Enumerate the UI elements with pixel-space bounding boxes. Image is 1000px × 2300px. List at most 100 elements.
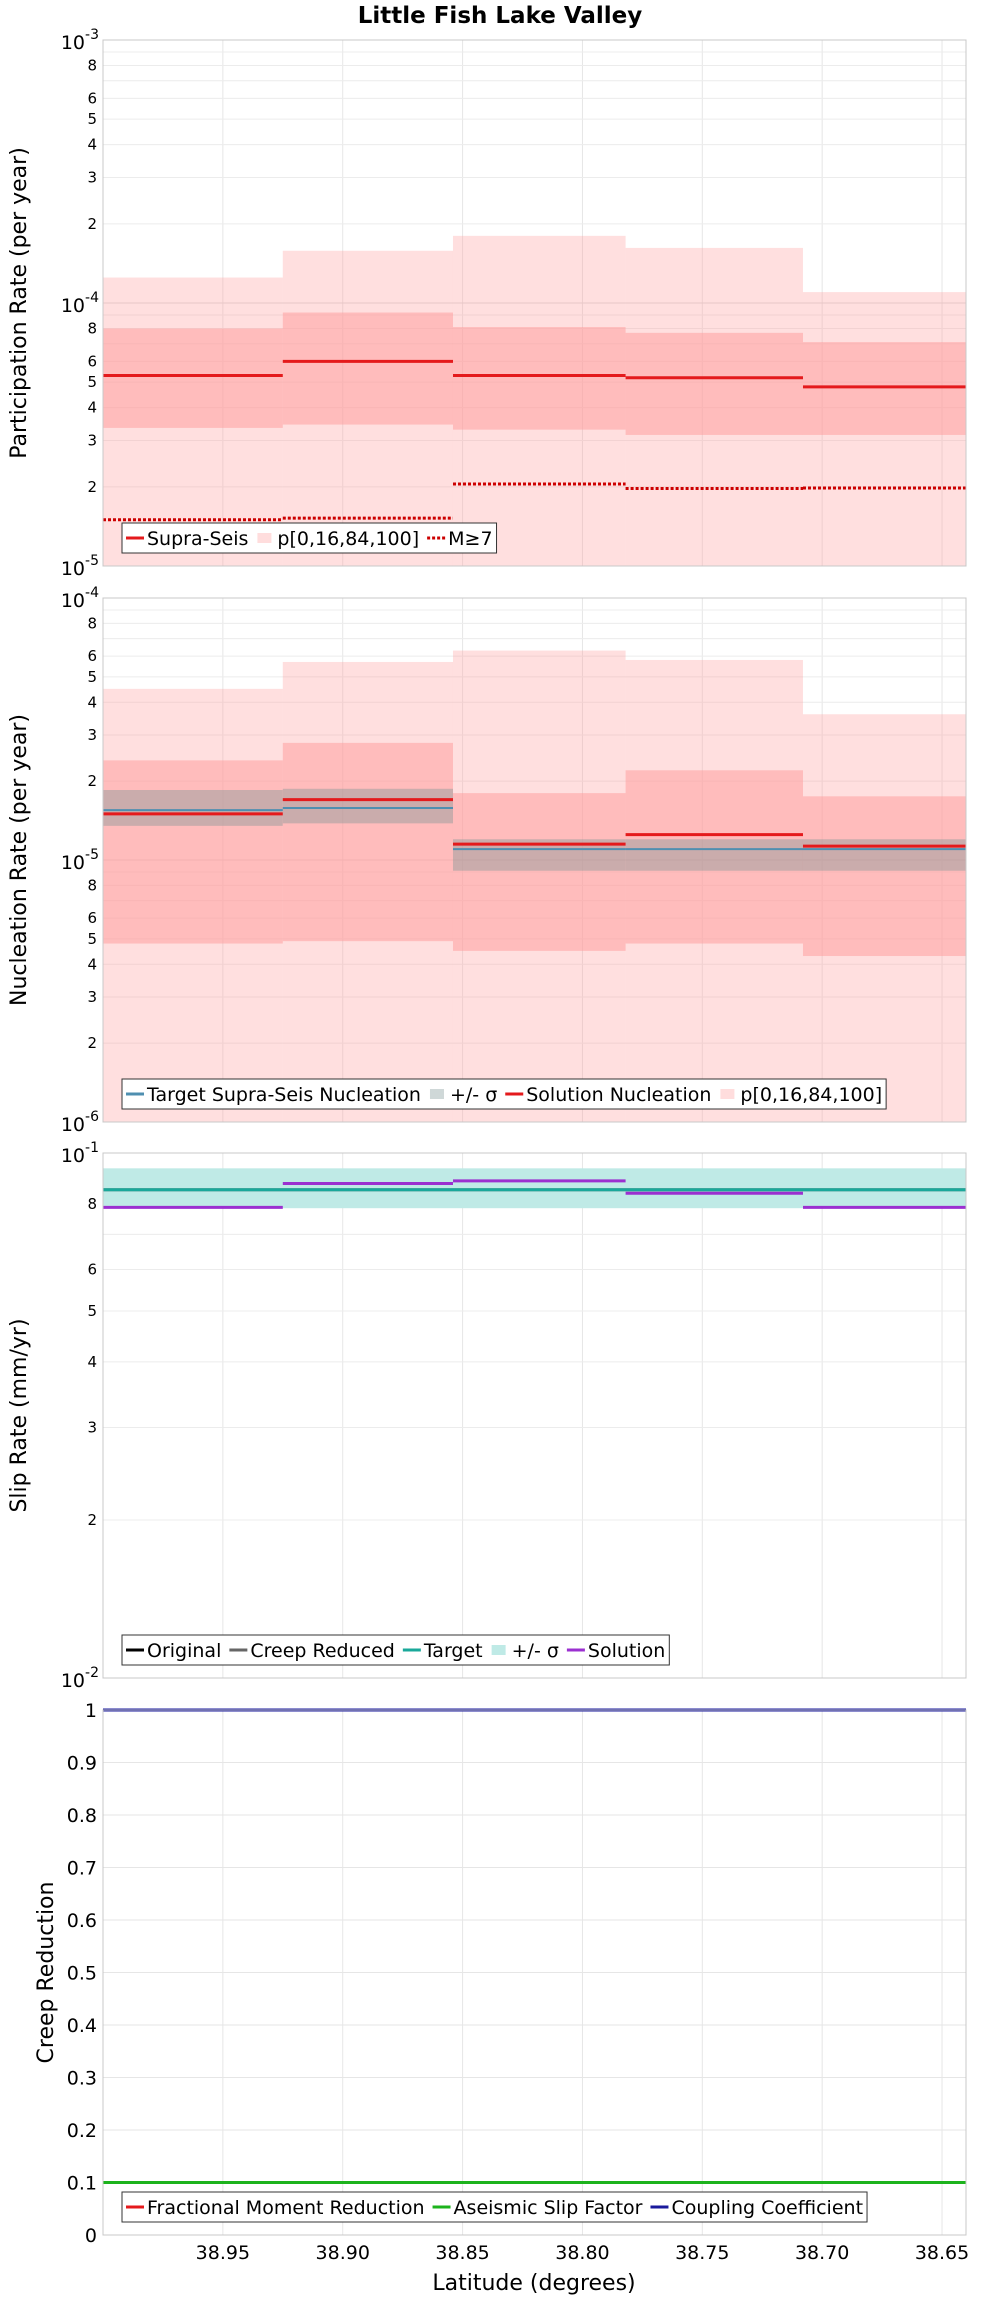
panel-4: 0 0.1 0.2 0.3 0.4 0.5 0.6 0.7 0.8 0.9 1 Creep Reduc… [34,1700,967,2247]
y-minor-tick-label: 4 [87,693,97,711]
legend-swatch [429,1089,444,1099]
legend-label: +/- σ [512,1640,559,1662]
y-minor-tick-label: 6 [87,89,97,107]
y-tick-labels: 10-5 2 3 4 5 6 8 10-4 2 3 4 5 6 8 10-3 [61,27,99,580]
x-tick-label: 38.80 [555,2242,609,2264]
x-tick-label: 38.75 [675,2242,729,2264]
y-minor-tick-label: 8 [87,56,97,74]
legend-label: Supra-Seis [147,528,248,550]
legend: Original Creep Reduced Target +/- σ Solution [121,1634,670,1666]
data-layer [103,650,966,1122]
legend-label: p[0,16,84,100] [740,1084,882,1106]
plot-frame [102,1152,967,1679]
y-minor-tick-label: 2 [87,1034,97,1052]
figure-title: Little Fish Lake Valley [358,3,643,29]
x-tick-label: 38.85 [435,2242,489,2264]
y-minor-tick-label: 8 [87,319,97,337]
y-minor-tick-label: 3 [87,988,97,1006]
y-minor-tick-label: 6 [87,352,97,370]
legend-label: Solution [588,1640,665,1662]
y-minor-tick-label: 6 [87,909,97,927]
percentile-band-inner [282,312,453,425]
y-minor-tick-label: 3 [87,1419,97,1437]
legend-label: Target [423,1640,483,1662]
y-minor-tick-label: 2 [87,215,97,233]
y-minor-tick-label: 8 [87,1195,97,1213]
legend-label: Aseismic Slip Factor [454,2197,643,2219]
y-minor-tick-label: 4 [87,399,97,417]
percentile-band-inner [802,796,966,957]
y-minor-tick-label: 6 [87,647,97,665]
data-layer [103,235,966,567]
y-minor-tick-label: 5 [87,930,97,948]
legend-label: Creep Reduced [250,1640,394,1662]
y-minor-tick-label: 5 [87,1302,97,1320]
y-minor-tick-label: 4 [87,955,97,973]
x-tick-label: 38.90 [316,2242,370,2264]
plot-frame [102,597,967,1123]
grid [103,1153,966,1679]
y-tick-label: 10-5 [61,847,99,874]
percentile-band-inner [452,793,626,951]
legend-label: Fractional Moment Reduction [147,2197,425,2219]
y-axis-label: Participation Rate (per year) [7,147,32,459]
plot-frame [102,1709,967,2236]
legend: Target Supra-Seis Nucleation +/- σ Solutio… [121,1078,887,1110]
panel-1: 10-5 2 3 4 5 6 8 10-4 2 3 4 5 6 8 10-3 Participation Ra… [7,27,967,580]
legend-swatch [720,1089,735,1099]
y-axis-label: Slip Rate (mm/yr) [7,1318,32,1512]
y-tick-label: 0.4 [67,2015,97,2037]
y-tick-label: 10-2 [61,1665,99,1692]
legend-box [121,1078,887,1110]
y-tick-labels: 10-2 2 3 4 5 6 8 10-1 [61,1140,99,1692]
y-minor-tick-label: 2 [87,1511,97,1529]
target-sigma-band [802,839,966,871]
percentile-band-inner [625,332,803,435]
percentile-band-inner [452,327,626,430]
target-sigma-band [625,839,803,871]
target-sigma-band [103,1168,966,1209]
legend-label: M≥7 [448,528,492,550]
y-tick-label: 0.1 [67,2173,97,2195]
y-tick-label: 0.6 [67,1910,97,1932]
legend-label: +/- σ [450,1084,497,1106]
y-minor-tick-label: 3 [87,726,97,744]
legend-swatch [491,1645,506,1655]
y-tick-labels: 0 0.1 0.2 0.3 0.4 0.5 0.6 0.7 0.8 0.9 1 [67,1700,97,2247]
y-tick-label: 0.9 [67,1753,97,1775]
x-axis-label: Latitude (degrees) [432,2271,635,2296]
legend-box [121,2191,868,2223]
legend-label: Original [147,1640,221,1662]
y-tick-label: 10-3 [61,27,99,54]
y-minor-tick-label: 2 [87,772,97,790]
y-tick-label: 10-1 [61,1140,99,1167]
legend-swatch [257,533,272,543]
y-tick-label: 0.3 [67,2068,97,2090]
grid [103,1709,966,2236]
percentile-band-inner [802,342,966,435]
y-tick-label: 10-5 [61,553,99,580]
legend-label: Target Supra-Seis Nucleation [146,1084,421,1106]
data-layer [103,1168,966,1209]
x-tick-labels: 38.95 38.90 38.85 38.80 38.75 38.70 38.65 [196,2242,970,2264]
y-tick-label: 10-6 [61,1109,99,1136]
y-tick-label: 10-4 [61,290,99,317]
percentile-band-inner [103,328,283,428]
y-minor-tick-label: 3 [87,432,97,450]
x-tick-label: 38.70 [795,2242,849,2264]
percentile-band-inner [625,770,803,944]
y-tick-label: 10-4 [61,585,99,612]
x-tick-label: 38.65 [915,2242,969,2264]
y-minor-tick-label: 2 [87,478,97,496]
plot-frame [102,39,967,567]
y-tick-labels: 10-6 2 3 4 5 6 8 10-5 2 3 4 5 6 8 10-4 [61,585,99,1136]
y-minor-tick-label: 5 [87,668,97,686]
y-minor-tick-label: 8 [87,876,97,894]
y-tick-label: 1 [85,1700,97,1722]
legend-label: p[0,16,84,100] [277,528,419,550]
percentile-band-inner [103,760,283,944]
y-tick-label: 0.5 [67,1963,97,1985]
y-minor-tick-label: 6 [87,1260,97,1278]
target-sigma-band [103,790,283,826]
